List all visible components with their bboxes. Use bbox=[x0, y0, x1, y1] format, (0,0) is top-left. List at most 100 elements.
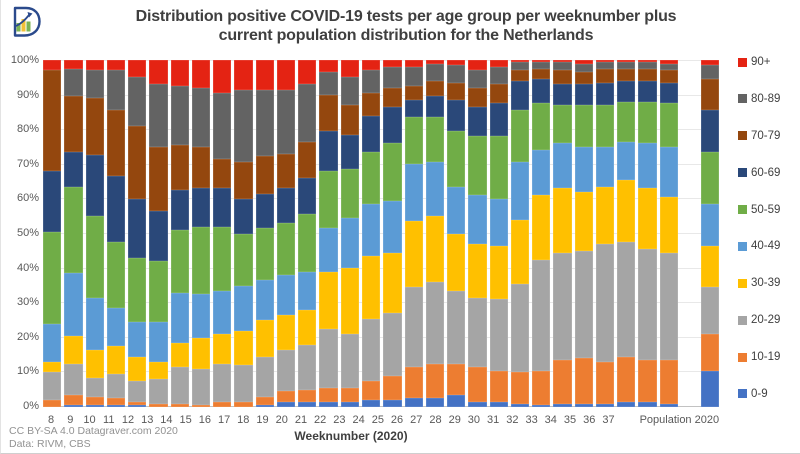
segment-0-9 bbox=[659, 403, 678, 407]
segment-80-89 bbox=[510, 61, 530, 71]
segment-0-9 bbox=[255, 405, 274, 407]
x-label-week-18: 18 bbox=[235, 414, 251, 426]
segment-40-49 bbox=[468, 195, 487, 244]
x-label-week-19: 19 bbox=[254, 414, 270, 426]
chart-title: Distribution positive COVID-19 tests per… bbox=[81, 7, 731, 45]
segment-40-49 bbox=[298, 271, 317, 310]
bar-week-17 bbox=[234, 60, 253, 407]
segment-80-89 bbox=[595, 61, 615, 69]
segment-50-59 bbox=[659, 103, 678, 147]
bar-week-21 bbox=[319, 60, 338, 407]
segment-90+ bbox=[255, 60, 274, 90]
segment-80-89 bbox=[617, 61, 636, 69]
segment-10-19 bbox=[532, 370, 551, 406]
segment-50-59 bbox=[489, 136, 508, 199]
x-label-week-17: 17 bbox=[216, 414, 232, 426]
segment-30-39 bbox=[170, 342, 189, 368]
x-label-text: 18 bbox=[237, 414, 250, 426]
segment-0-9 bbox=[700, 370, 720, 407]
segment-10-19 bbox=[170, 403, 189, 407]
segment-60-69 bbox=[106, 176, 126, 243]
segment-60-69 bbox=[340, 134, 359, 170]
segment-50-59 bbox=[532, 103, 551, 151]
gridline bbox=[43, 198, 719, 200]
bar-week-24 bbox=[383, 60, 402, 407]
gridline bbox=[43, 94, 719, 96]
segment-0-9 bbox=[383, 400, 402, 407]
legend-swatch-90+ bbox=[738, 57, 747, 67]
legend-swatch-50-59 bbox=[738, 205, 747, 214]
segment-20-29 bbox=[213, 363, 232, 402]
x-label-text: 28 bbox=[429, 414, 442, 426]
segment-30-39 bbox=[383, 252, 402, 314]
segment-30-39 bbox=[276, 315, 296, 350]
segment-60-69 bbox=[617, 80, 636, 102]
x-label-text: 34 bbox=[544, 414, 557, 426]
segment-30-39 bbox=[191, 337, 211, 369]
segment-90+ bbox=[170, 60, 189, 87]
legend-label: 70-79 bbox=[751, 129, 781, 142]
segment-20-29 bbox=[191, 368, 211, 406]
segment-30-39 bbox=[43, 361, 62, 373]
segment-50-59 bbox=[361, 151, 381, 205]
segment-70-79 bbox=[276, 153, 296, 189]
x-label-text: 35 bbox=[563, 414, 577, 426]
segment-30-39 bbox=[319, 271, 338, 329]
segment-40-49 bbox=[64, 273, 83, 336]
segment-90+ bbox=[191, 60, 211, 88]
segment-90+ bbox=[383, 60, 402, 67]
segment-60-69 bbox=[553, 84, 572, 106]
segment-60-69 bbox=[404, 99, 423, 118]
segment-40-49 bbox=[255, 280, 274, 321]
segment-80-89 bbox=[659, 63, 678, 71]
legend-label: 90+ bbox=[751, 56, 771, 68]
segment-60-69 bbox=[170, 190, 189, 231]
legend-label: 40-49 bbox=[751, 240, 781, 253]
segment-80-89 bbox=[425, 63, 445, 81]
bar-week-12 bbox=[128, 60, 147, 407]
segment-20-29 bbox=[425, 282, 445, 364]
y-tick-100pct: 100% bbox=[10, 54, 39, 66]
segment-60-69 bbox=[447, 99, 466, 132]
segment-20-29 bbox=[659, 252, 678, 361]
segment-80-89 bbox=[276, 89, 296, 154]
segment-80-89 bbox=[319, 72, 338, 95]
legend-swatch-30-39 bbox=[738, 278, 747, 288]
segment-20-29 bbox=[404, 287, 423, 368]
segment-60-69 bbox=[319, 131, 338, 172]
legend-label: 60-69 bbox=[751, 166, 781, 179]
segment-90+ bbox=[404, 60, 423, 67]
segment-0-9 bbox=[298, 401, 317, 407]
segment-60-69 bbox=[191, 188, 211, 227]
segment-60-69 bbox=[255, 193, 274, 229]
segment-60-69 bbox=[383, 106, 402, 144]
datagraver-logo-icon bbox=[13, 6, 41, 37]
segment-70-79 bbox=[361, 93, 381, 116]
gridline bbox=[43, 267, 719, 269]
segment-50-59 bbox=[510, 110, 530, 163]
segment-70-79 bbox=[617, 68, 636, 81]
segment-60-69 bbox=[276, 188, 296, 224]
bar-week-37 bbox=[659, 60, 678, 407]
segment-30-39 bbox=[489, 245, 508, 300]
segment-40-49 bbox=[276, 275, 296, 316]
y-axis: 100% 90% 80% 70% 60% 50% 40% 30% 20% 10% 0% bbox=[1, 54, 39, 412]
x-label-text: 17 bbox=[217, 414, 231, 426]
segment-90+ bbox=[638, 60, 657, 62]
segment-90+ bbox=[64, 60, 83, 69]
segment-30-39 bbox=[617, 179, 636, 243]
segment-70-79 bbox=[128, 125, 147, 199]
x-label-text: 10 bbox=[83, 414, 96, 426]
segment-50-59 bbox=[255, 228, 274, 281]
segment-50-59 bbox=[85, 216, 104, 298]
legend-item-30-39: 30-39 bbox=[738, 277, 780, 289]
segment-60-69 bbox=[532, 79, 551, 104]
segment-10-19 bbox=[128, 401, 147, 406]
bar-week-31 bbox=[532, 60, 551, 407]
segment-10-19 bbox=[191, 405, 211, 407]
x-label-week-25: 25 bbox=[370, 414, 386, 426]
gridline bbox=[43, 60, 719, 61]
bar-week-22 bbox=[340, 60, 359, 407]
segment-60-69 bbox=[298, 178, 317, 215]
segment-30-39 bbox=[468, 243, 487, 298]
